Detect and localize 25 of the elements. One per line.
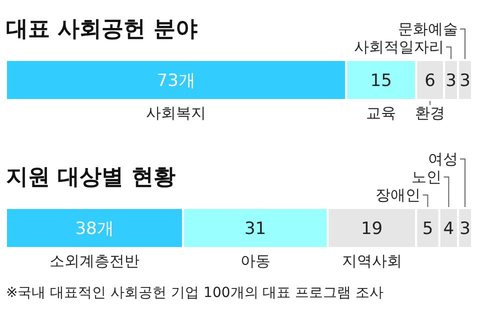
data-label: 15	[370, 71, 392, 91]
series-label: 사회적일자리	[354, 38, 444, 56]
data-label: 3	[460, 71, 470, 91]
series-label: 노인	[412, 168, 442, 186]
data-label: 38개	[75, 219, 114, 239]
data-label: 73개	[156, 71, 196, 91]
series-label: 사회복지	[146, 104, 206, 122]
series-label: 환경	[415, 104, 446, 122]
data-label: 19	[360, 219, 383, 239]
series-label: 교육	[366, 104, 396, 122]
series-label: 아동	[240, 252, 270, 270]
data-label: 5	[422, 219, 434, 239]
data-label: 3	[446, 71, 456, 91]
chart-title: 대표 사회공헌 분야	[6, 16, 198, 44]
data-label: 3	[460, 219, 470, 239]
series-label: 문화예술	[398, 20, 458, 38]
series-label: 장애인	[376, 186, 421, 204]
data-label: 31	[244, 219, 266, 239]
data-label: 6	[424, 71, 436, 91]
chart-title: 지원 대상별 현황	[6, 164, 176, 192]
series-label: 지역사회	[342, 252, 402, 270]
text: ※국내 대표적인 사회공헌 기업 100개의 대표 프로그램 조사	[6, 284, 384, 302]
text: 여성	[428, 150, 458, 168]
series-label: 소외계층전반	[50, 252, 140, 270]
data-label: 4	[443, 219, 454, 239]
